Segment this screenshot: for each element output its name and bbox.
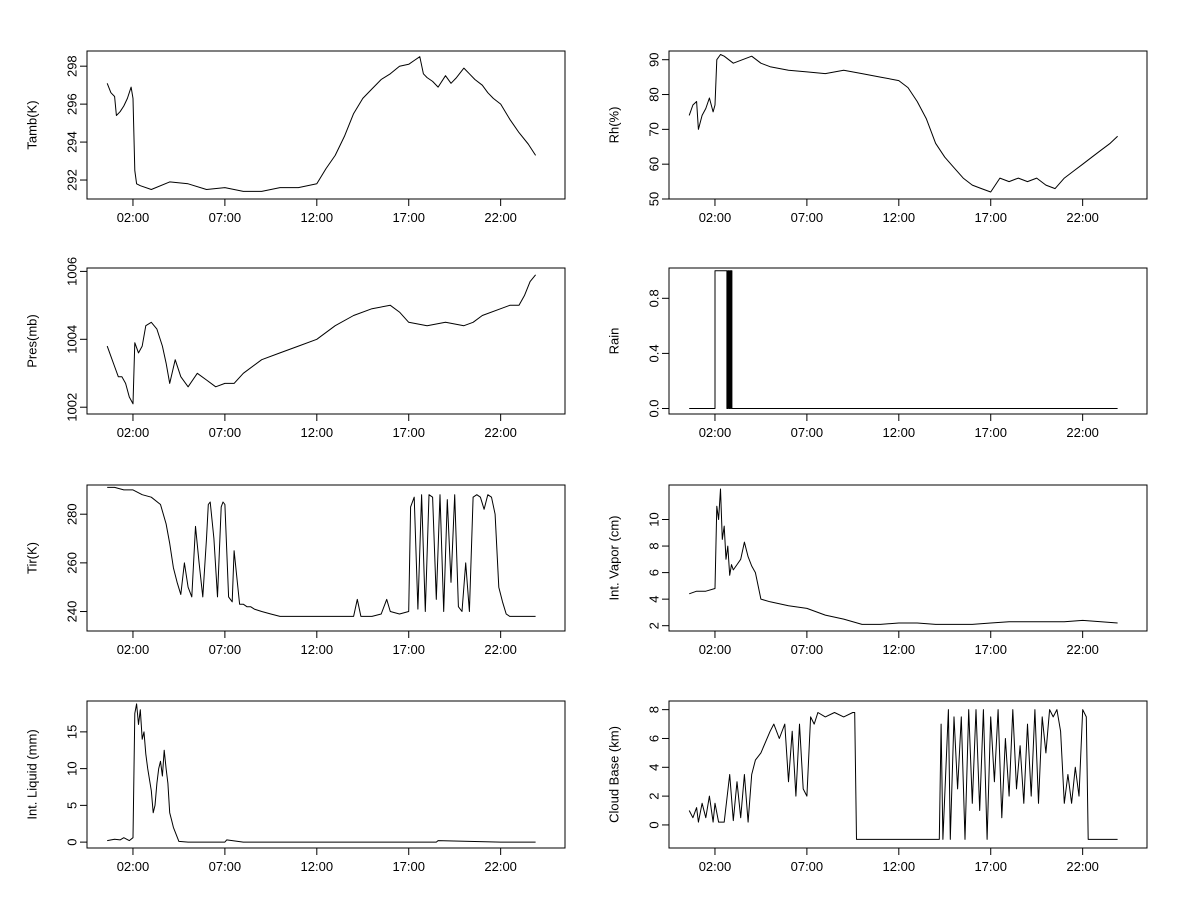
vapor-y-tick-label: 4 (646, 596, 661, 603)
cloudbase-x-tick-label: 02:00 (699, 859, 732, 874)
tamb-x-tick-label: 22:00 (484, 210, 517, 225)
panel-tamb: 02:00 07:00 12:00 17:00 22:00 292 294 296 298 Tam… (24, 50, 566, 225)
pres-x-tick-label: 02:00 (117, 425, 150, 440)
vapor-x-tick-label: 17:00 (974, 642, 1007, 657)
vapor-y-tick-label: 8 (646, 542, 661, 549)
rain-y-tick-label: 0.8 (646, 289, 661, 307)
rh-series-line (688, 54, 1118, 193)
panel-liquid: 02:00 07:00 12:00 17:00 22:00 0 5 10 15 Int. Liqu… (24, 700, 566, 874)
liquid-x-tick-label: 02:00 (117, 859, 150, 874)
tamb-y-axis-title: Tamb(K) (24, 100, 39, 149)
rain-y-axis-title: Rain (606, 328, 621, 355)
rain-x-tick-label: 02:00 (699, 425, 732, 440)
liquid-y-tick-label: 10 (64, 761, 79, 775)
rh-x-tick-label: 07:00 (791, 210, 824, 225)
rh-x-tick-label: 02:00 (699, 210, 732, 225)
liquid-y-tick-label: 15 (64, 725, 79, 739)
tir-series-line (107, 486, 536, 617)
tir-x-tick-label: 17:00 (392, 642, 425, 657)
vapor-y-tick-label: 6 (646, 569, 661, 576)
tamb-y-tick-label: 298 (64, 55, 79, 77)
rh-y-axis-title: Rh(%) (606, 107, 621, 144)
tamb-series-line (106, 56, 537, 192)
cloudbase-x-tick-label: 07:00 (791, 859, 824, 874)
panel-vapor: 02:00 07:00 12:00 17:00 22:00 2 4 6 8 10 Int. Vapo… (606, 484, 1148, 657)
liquid-x-tick-label: 12:00 (301, 859, 334, 874)
rain-x-tick-label: 12:00 (883, 425, 916, 440)
rain-x-tick-label: 22:00 (1066, 425, 1099, 440)
rain-x-tick-label: 07:00 (791, 425, 824, 440)
tamb-y-tick-label: 296 (64, 93, 79, 115)
panels-group: 02:00 07:00 12:00 17:00 22:00 292 294 296 298 Tam… (24, 50, 1148, 874)
tamb-y-tick-label: 292 (64, 169, 79, 191)
tir-x-tick-label: 22:00 (484, 642, 517, 657)
tir-x-tick-label: 02:00 (117, 642, 150, 657)
vapor-series-line (689, 488, 1118, 625)
panel-cloudbase: 02:00 07:00 12:00 17:00 22:00 0 2 4 6 8 Cloud Base… (606, 700, 1148, 874)
rh-y-tick-label: 90 (646, 52, 661, 66)
vapor-x-tick-label: 07:00 (791, 642, 824, 657)
vapor-y-tick-label: 2 (646, 622, 661, 629)
cloudbase-y-tick-label: 0 (646, 821, 661, 828)
pres-x-tick-label: 12:00 (301, 425, 334, 440)
tir-x-tick-label: 12:00 (301, 642, 334, 657)
vapor-x-tick-label: 02:00 (699, 642, 732, 657)
liquid-y-tick-label: 5 (64, 802, 79, 809)
liquid-series-line (107, 703, 536, 843)
vapor-x-tick-label: 22:00 (1066, 642, 1099, 657)
cloudbase-y-tick-label: 4 (646, 764, 661, 771)
liquid-x-tick-label: 17:00 (392, 859, 425, 874)
tamb-x-tick-label: 12:00 (301, 210, 334, 225)
rain-x-tick-label: 17:00 (974, 425, 1007, 440)
pres-x-tick-label: 17:00 (392, 425, 425, 440)
pres-y-tick-label: 1006 (64, 257, 79, 286)
rh-y-tick-label: 50 (646, 192, 661, 206)
cloudbase-series-line (688, 709, 1118, 840)
pres-series-line (106, 274, 536, 405)
cloudbase-y-tick-label: 8 (646, 706, 661, 713)
rh-x-tick-label: 17:00 (974, 210, 1007, 225)
tamb-x-tick-label: 02:00 (117, 210, 150, 225)
cloudbase-x-tick-label: 22:00 (1066, 859, 1099, 874)
rh-y-tick-label: 70 (646, 122, 661, 136)
panel-pres: 02:00 07:00 12:00 17:00 22:00 1002 1004 1006 Pre… (24, 257, 566, 440)
tir-y-tick-label: 240 (64, 601, 79, 623)
tamb-x-tick-label: 07:00 (209, 210, 242, 225)
cloudbase-x-tick-label: 17:00 (974, 859, 1007, 874)
rh-x-tick-label: 12:00 (883, 210, 916, 225)
liquid-y-tick-label: 0 (64, 839, 79, 846)
cloudbase-y-tick-label: 2 (646, 793, 661, 800)
rh-y-tick-label: 80 (646, 87, 661, 101)
tir-y-tick-label: 280 (64, 503, 79, 525)
vapor-y-axis-title: Int. Vapor (cm) (606, 515, 621, 600)
liquid-x-tick-label: 07:00 (209, 859, 242, 874)
tir-x-tick-label: 07:00 (209, 642, 242, 657)
pres-x-tick-label: 07:00 (209, 425, 242, 440)
rain-y-tick-label: 0.4 (646, 344, 661, 362)
liquid-y-axis-title: Int. Liquid (mm) (24, 729, 39, 819)
tir-y-tick-label: 260 (64, 552, 79, 574)
rh-y-tick-label: 60 (646, 157, 661, 171)
rain-series-line (689, 270, 1118, 409)
pres-y-tick-label: 1002 (64, 393, 79, 422)
tamb-x-tick-label: 17:00 (392, 210, 425, 225)
vapor-y-tick-label: 10 (646, 512, 661, 526)
tamb-y-tick-label: 294 (64, 131, 79, 153)
pres-y-axis-title: Pres(mb) (24, 314, 39, 367)
cloudbase-x-tick-label: 12:00 (883, 859, 916, 874)
pres-x-tick-label: 22:00 (484, 425, 517, 440)
panel-rh: 02:00 07:00 12:00 17:00 22:00 50 60 70 80 90 Rh(%) (606, 50, 1148, 225)
panel-tir: 02:00 07:00 12:00 17:00 22:00 240 260 280 Tir(K) (24, 484, 566, 657)
pres-y-tick-label: 1004 (64, 325, 79, 354)
cloudbase-y-tick-label: 6 (646, 735, 661, 742)
cloudbase-y-axis-title: Cloud Base (km) (606, 726, 621, 823)
rh-x-tick-label: 22:00 (1066, 210, 1099, 225)
vapor-x-tick-label: 12:00 (883, 642, 916, 657)
rain-y-tick-label: 0.0 (646, 399, 661, 417)
tir-y-axis-title: Tir(K) (24, 542, 39, 574)
liquid-x-tick-label: 22:00 (484, 859, 517, 874)
panel-rain: 02:00 07:00 12:00 17:00 22:00 0.0 0.4 0.8 Rain (606, 267, 1148, 440)
